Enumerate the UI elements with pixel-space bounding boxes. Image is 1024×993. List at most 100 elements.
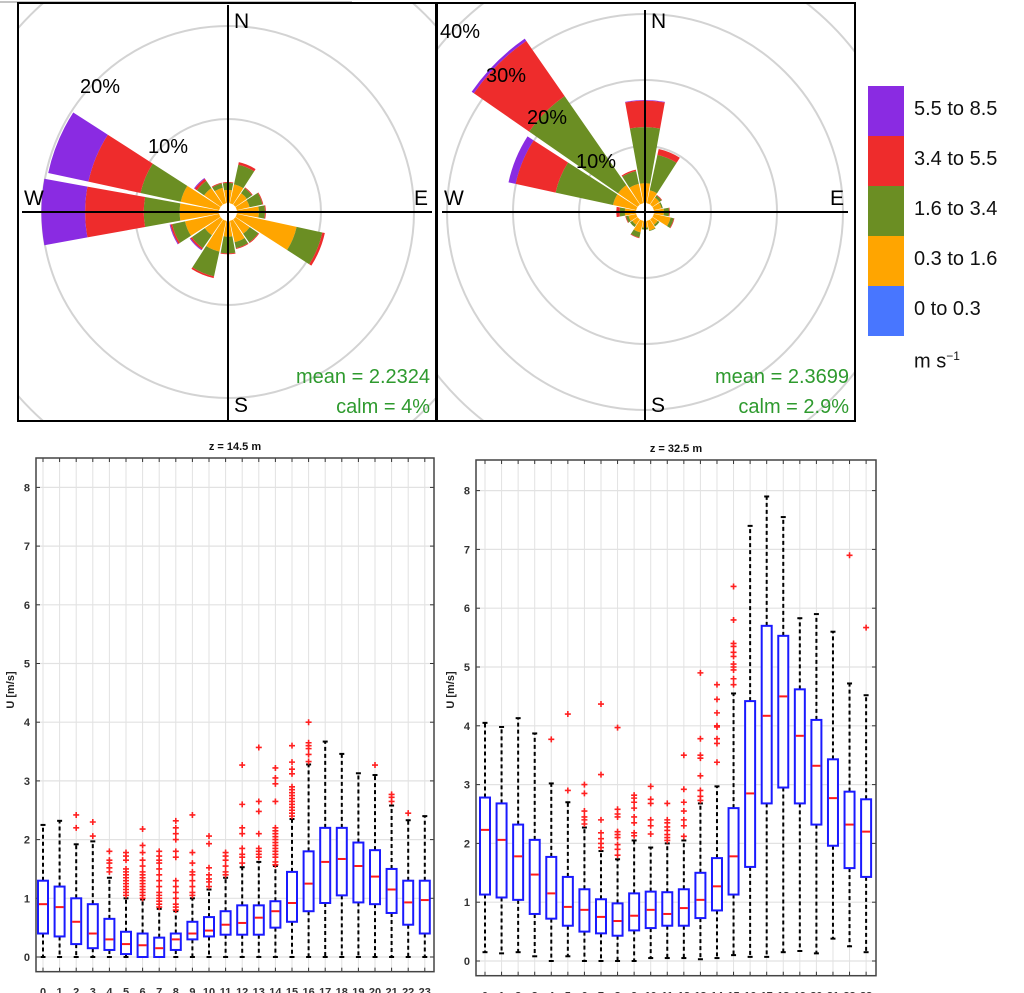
box-iqr <box>860 798 873 878</box>
ytick-label: 3 <box>24 776 30 788</box>
wind-rose-right: N E S W 10% 20%30% 40% mean = 2.3699 calm = 2.9% <box>436 2 856 422</box>
outlier-marker <box>713 735 720 742</box>
outlier-marker <box>172 824 179 831</box>
outlier-marker <box>272 764 279 771</box>
outlier-marker <box>548 736 555 743</box>
outlier-marker <box>564 787 571 794</box>
outlier-marker <box>73 824 80 831</box>
outlier-marker <box>713 722 720 729</box>
xtick-label: 5 <box>123 987 129 993</box>
rose-sector-dir67.5-bin2 <box>659 202 663 209</box>
xtick-label: 9 <box>631 991 637 993</box>
rose-sector-dir247.5-bin3 <box>170 224 180 244</box>
rose-sector-dir67.5-bin2 <box>246 192 263 208</box>
rose-sector-dir135-bin2 <box>653 220 660 227</box>
xtick-label: 8 <box>614 991 620 993</box>
rose-sector-dir45-bin3 <box>244 187 253 196</box>
outlier-marker <box>581 790 588 797</box>
rose-sector-dir202.5-bin1 <box>633 219 644 233</box>
outlier-marker <box>156 848 163 855</box>
ytick-label: 5 <box>24 659 30 671</box>
rose-sector-dir45-bin1 <box>650 197 660 207</box>
box-iqr <box>319 826 332 904</box>
rose-sector-dir247.5-bin2 <box>625 215 631 223</box>
rose-sector-dir225-bin1 <box>632 217 640 225</box>
legend-label: 1.6 to 3.4 <box>914 198 998 220</box>
outlier-marker <box>697 735 704 742</box>
box-iqr <box>86 903 99 950</box>
box-iqr <box>793 688 806 805</box>
rose-sector-dir315-bin1 <box>618 185 640 207</box>
legend-swatch <box>868 136 904 186</box>
outlier-marker <box>139 857 146 864</box>
xtick-label: 15 <box>286 987 298 993</box>
outlier-marker <box>664 800 671 807</box>
outlier-marker <box>631 805 638 812</box>
outlier-marker <box>289 742 295 749</box>
ytick-label: 0 <box>24 952 30 964</box>
rose-sector-dir67.5-bin1 <box>235 200 250 211</box>
box-iqr <box>744 700 757 868</box>
box-iqr <box>727 807 740 896</box>
legend-label: 0.3 to 1.6 <box>914 248 998 270</box>
outlier-marker <box>614 852 621 859</box>
outlier-marker <box>139 868 146 875</box>
xtick-label: 19 <box>352 987 364 993</box>
xtick-label: 10 <box>203 987 215 993</box>
outlier-marker <box>631 792 638 799</box>
outlier-marker <box>680 752 687 759</box>
rose-sector-dir292.5-bin2 <box>555 162 618 206</box>
outlier-marker <box>222 868 229 875</box>
rose-sector-dir67.5-bin3 <box>257 192 264 205</box>
outlier-marker <box>73 811 80 818</box>
outlier-marker <box>172 895 179 902</box>
rose-plot-area <box>18 3 436 421</box>
box-iqr <box>120 930 132 956</box>
rose-sector-dir292.5-bin1 <box>180 185 221 211</box>
outlier-marker <box>713 681 720 688</box>
outlier-marker <box>239 830 246 837</box>
outlier-marker <box>597 835 604 842</box>
legend-label: 3.4 to 5.5 <box>914 148 998 170</box>
outlier-marker <box>172 877 179 884</box>
outlier-marker <box>156 889 163 896</box>
outlier-marker <box>631 813 638 820</box>
box-iqr <box>37 879 49 935</box>
xtick-label: 3 <box>532 991 538 993</box>
plot-bg <box>36 458 434 972</box>
xtick-label: 3 <box>90 987 96 993</box>
xtick-label: 12 <box>678 991 690 993</box>
rose-sector-dir45-bin2 <box>655 195 662 202</box>
legend-label: 5.5 to 8.5 <box>914 98 998 120</box>
rose-sector-dir315-bin4 <box>194 178 205 189</box>
box-iqr <box>186 920 199 941</box>
rose-sector-dir157.5-bin3 <box>235 243 249 250</box>
outlier-marker <box>206 840 212 847</box>
rose-sector-dir337.5-bin3 <box>621 169 637 177</box>
calm-label: calm = 4% <box>336 396 430 418</box>
compass-w: W <box>444 187 464 210</box>
xtick-label: 11 <box>220 987 232 993</box>
xtick-label: 23 <box>860 991 872 993</box>
xtick-label: 23 <box>419 987 431 993</box>
outlier-marker <box>730 583 737 590</box>
ytick-label: 1 <box>24 893 30 905</box>
outlier-marker <box>680 816 687 823</box>
rose-sector-dir315-bin3 <box>473 40 565 132</box>
compass-w: W <box>24 187 44 210</box>
outlier-marker <box>597 701 604 708</box>
rose-sector-dir45-bin3 <box>656 194 663 201</box>
xtick-label: 16 <box>302 987 314 993</box>
xtick-label: 1 <box>57 987 63 993</box>
rose-sector-dir45-bin2 <box>241 188 252 199</box>
outlier-marker <box>680 833 687 840</box>
rose-sector-dir247.5-bin2 <box>172 221 191 243</box>
rose-sector-dir135-bin1 <box>233 217 250 234</box>
rose-sector-dir157.5-bin2 <box>649 227 656 232</box>
outlier-marker <box>647 822 654 829</box>
rose-sector-dir315-bin2 <box>529 96 627 194</box>
rose-sector-dir337.5-bin1 <box>214 187 227 205</box>
box-iqr <box>495 802 508 899</box>
compass-e: E <box>830 187 844 210</box>
rose-plot-area <box>437 3 855 421</box>
